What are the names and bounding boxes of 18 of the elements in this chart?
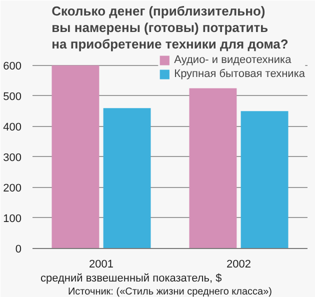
bar bbox=[103, 108, 151, 248]
bar bbox=[240, 111, 288, 248]
x-tick-label: 2001 bbox=[89, 258, 114, 270]
x-tick-label: 2002 bbox=[226, 258, 251, 270]
legend-label: Аудио- и видеотехника bbox=[174, 54, 292, 66]
y-tick-label: 200 bbox=[3, 182, 22, 194]
bar bbox=[52, 65, 100, 248]
legend-label: Крупная бытовая техника bbox=[174, 68, 305, 80]
text: Источник: («Стиль жизни среднего класса») bbox=[68, 286, 272, 297]
y-tick-label: 400 bbox=[3, 121, 22, 134]
y-tick-label: 0 bbox=[15, 244, 22, 256]
text: средний взвешенный показатель, $ bbox=[40, 272, 222, 284]
chart-title: Сколько денег (приблизительно) вы намерены (готовы) потратить на приобретение техники для дома? bbox=[52, 4, 288, 52]
y-tick-label: 100 bbox=[3, 212, 22, 225]
y-tick-label: 500 bbox=[3, 90, 22, 103]
y-tick-label: 600 bbox=[3, 60, 22, 72]
y-tick-label: 300 bbox=[3, 152, 22, 164]
bar bbox=[189, 88, 237, 248]
